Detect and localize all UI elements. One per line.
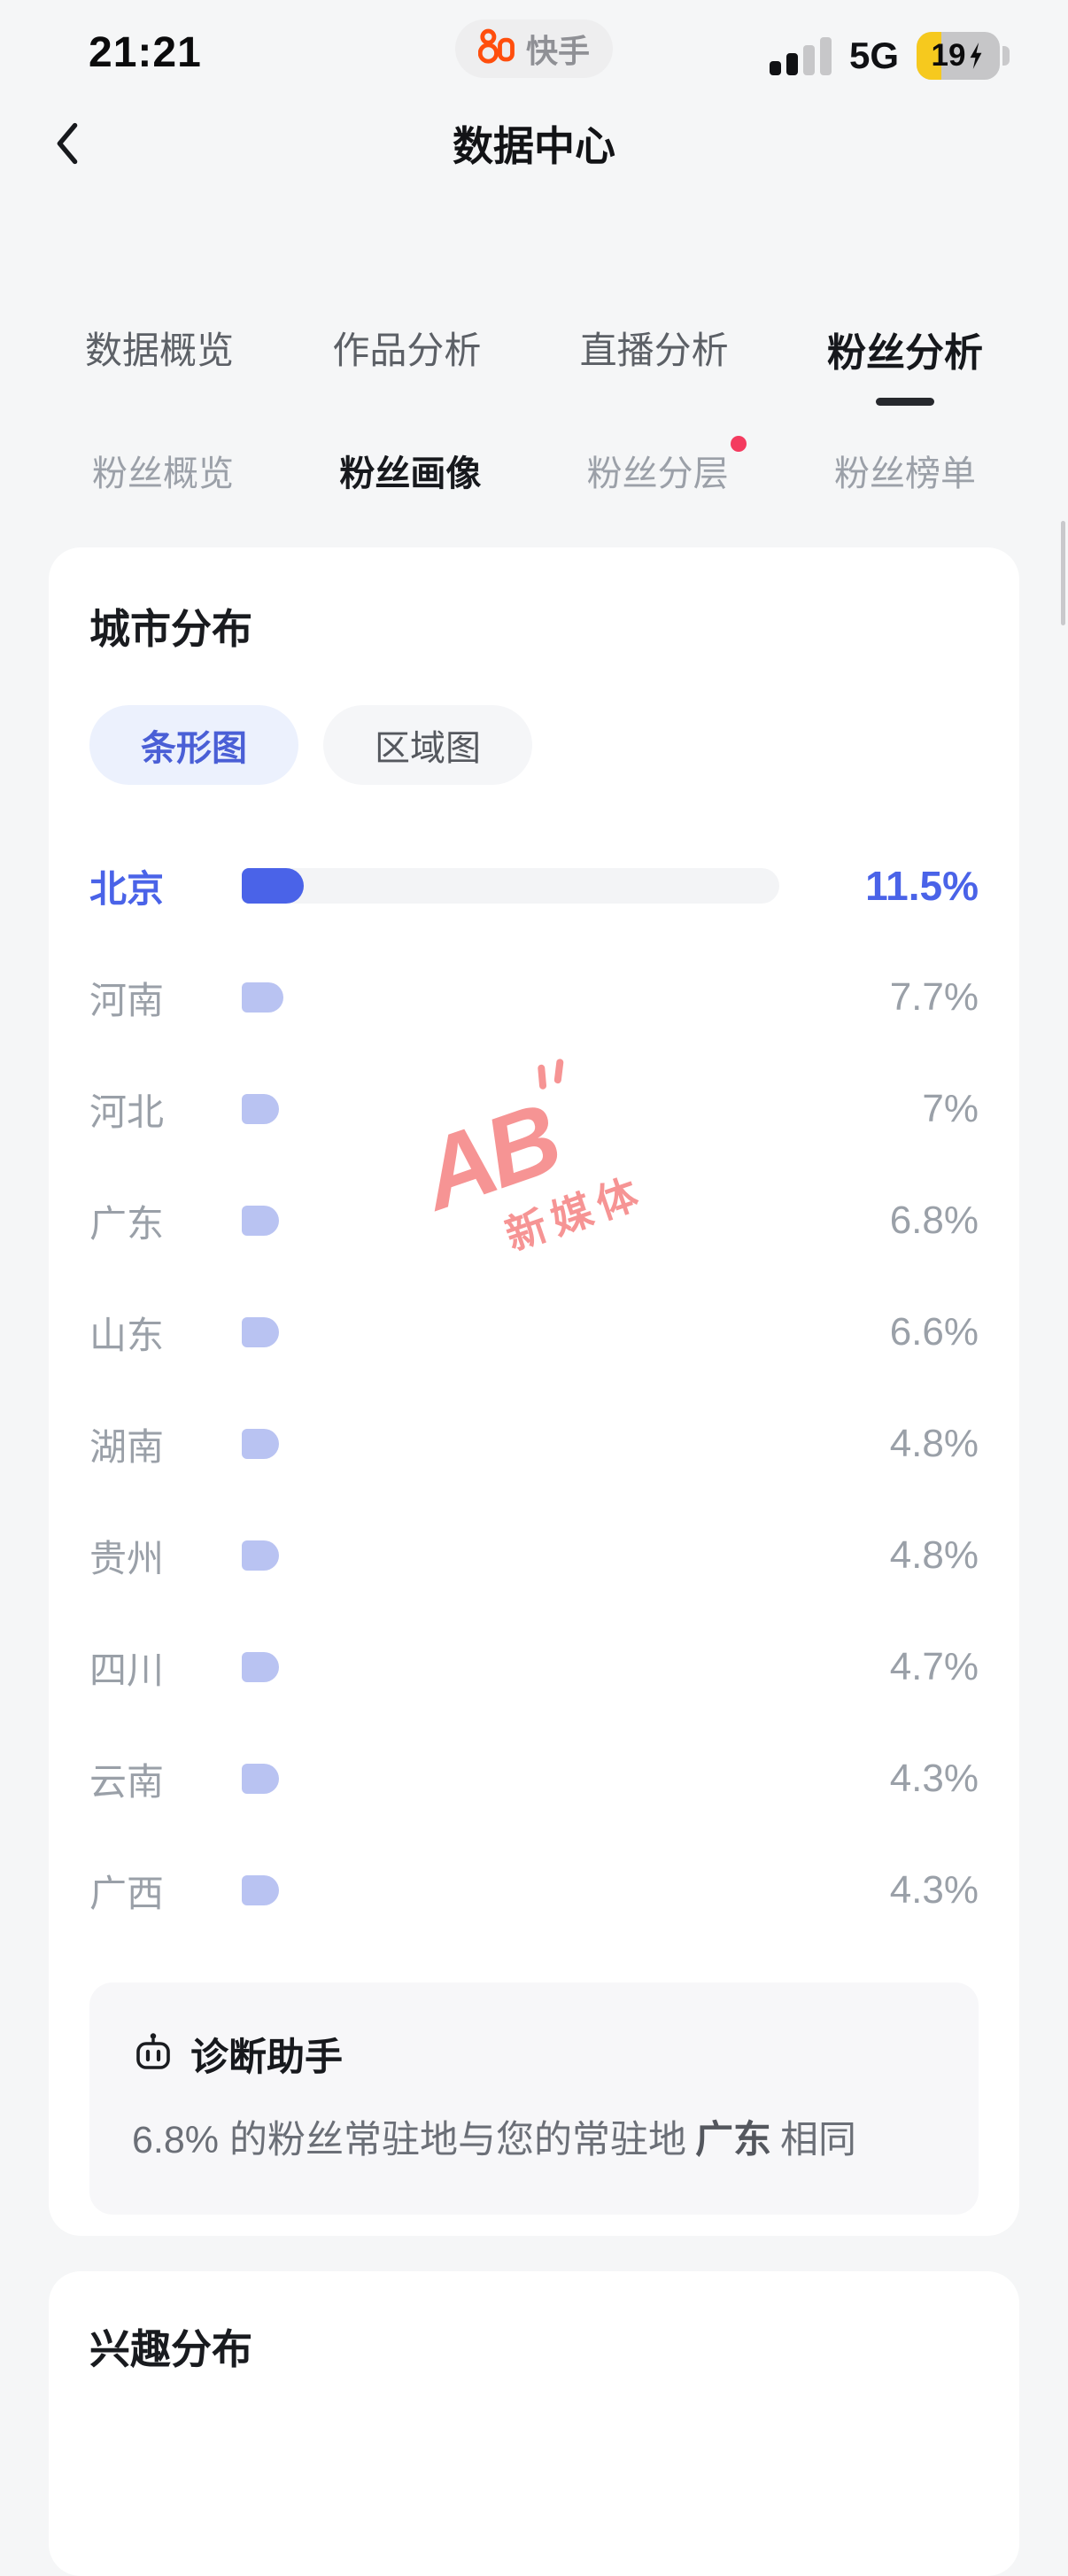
chart-row: 广东 6.8%: [89, 1199, 979, 1245]
main-tab[interactable]: 作品分析: [332, 330, 482, 371]
sub-tab[interactable]: 粉丝榜单: [833, 454, 976, 493]
bar-fill: [242, 1206, 280, 1236]
percent-value: 4.3%: [889, 1868, 979, 1912]
city-label: 云南: [89, 1760, 165, 1803]
city-label: 北京: [89, 867, 165, 910]
card-title: 城市分布: [89, 606, 252, 652]
city-label: 河北: [89, 1090, 165, 1133]
percent-value: 4.7%: [889, 1645, 979, 1688]
signal-strength-icon: [769, 36, 832, 75]
city-label: 四川: [89, 1649, 165, 1691]
percent-value: 4.3%: [889, 1757, 979, 1800]
bar-track: [242, 1649, 779, 1685]
percent-value: 6.8%: [889, 1199, 979, 1242]
nav-bar: 数据中心: [0, 99, 1068, 188]
chart-row: 河北 7%: [89, 1087, 979, 1133]
bar-track: [242, 1426, 779, 1462]
percent-value: 4.8%: [889, 1533, 979, 1577]
main-tab[interactable]: 粉丝分析: [827, 321, 983, 393]
chart-row: 四川 4.7%: [89, 1645, 979, 1691]
view-toggle-button[interactable]: 条形图: [89, 705, 298, 785]
sub-tab[interactable]: 粉丝分层: [587, 436, 747, 496]
robot-icon: [132, 2031, 174, 2078]
percent-value: 7%: [922, 1087, 979, 1130]
back-button[interactable]: [50, 119, 85, 168]
kuaishou-logo-icon: [477, 28, 515, 70]
bar-track: [242, 868, 779, 904]
card-title: 兴趣分布: [89, 2325, 252, 2372]
percent-value: 4.8%: [889, 1422, 979, 1465]
bar-track: [242, 980, 779, 1015]
chart-row: 山东 6.6%: [89, 1310, 979, 1356]
clock: 21:21: [89, 29, 202, 76]
sub-tab[interactable]: 粉丝概览: [92, 454, 234, 493]
chevron-left-icon: [57, 122, 78, 165]
charging-bolt-icon: [971, 43, 982, 69]
bar-track: [242, 1873, 779, 1908]
bar-fill: [242, 1875, 280, 1905]
chart-row: 湖南 4.8%: [89, 1422, 979, 1468]
percent-value: 6.6%: [889, 1310, 979, 1354]
chart-row: 河南 7.7%: [89, 975, 979, 1021]
scrollbar-thumb[interactable]: [1061, 521, 1065, 625]
app-badge-label: 快手: [525, 33, 591, 69]
app-badge-pill: 快手: [454, 19, 614, 78]
bar-fill: [242, 1317, 280, 1347]
bar-fill: [242, 1429, 280, 1459]
bar-fill: [242, 1094, 280, 1124]
city-label: 湖南: [89, 1425, 165, 1468]
bar-fill: [242, 1764, 280, 1794]
sub-tab[interactable]: 粉丝画像: [339, 454, 482, 493]
chart-row: 云南 4.3%: [89, 1757, 979, 1803]
view-toggle-button[interactable]: 区域图: [323, 705, 532, 785]
chart-view-toggle: 条形图 区域图: [89, 705, 979, 785]
battery-percent: 19: [931, 38, 966, 73]
bar-track: [242, 1538, 779, 1573]
battery-icon: 19: [917, 32, 1010, 80]
network-type: 5G: [848, 35, 899, 76]
percent-value: 7.7%: [889, 975, 979, 1019]
chart-row: 北京 11.5%: [89, 863, 979, 910]
diagnosis-highlight-city: 广东: [694, 2119, 771, 2161]
chart-row: 贵州 4.8%: [89, 1533, 979, 1579]
city-label: 贵州: [89, 1537, 165, 1579]
city-distribution-card: 城市分布 条形图 区域图 北京 11.5% 河南 7.7%: [49, 547, 1019, 2236]
city-label: 河南: [89, 979, 165, 1021]
bar-track: [242, 1091, 779, 1127]
city-label: 山东: [89, 1314, 165, 1356]
diagnosis-assistant-box: 诊断助手 6.8% 的粉丝常驻地与您的常驻地 广东 相同: [89, 1982, 979, 2215]
diagnosis-title: 诊断助手: [190, 2037, 343, 2079]
city-label: 广东: [89, 1202, 165, 1245]
bar-track: [242, 1315, 779, 1350]
bar-fill: [242, 982, 283, 1013]
bar-fill: [242, 1652, 280, 1682]
page-title: 数据中心: [453, 123, 615, 169]
bar-track: [242, 1203, 779, 1238]
city-bar-chart: 北京 11.5% 河南 7.7% 河北 7%: [89, 863, 979, 1914]
diagnosis-text: 6.8% 的粉丝常驻地与您的常驻地 广东 相同: [132, 2119, 856, 2161]
status-right-cluster: 5G 19: [769, 32, 1010, 80]
chart-row: 广西 4.3%: [89, 1868, 979, 1914]
bar-fill: [242, 1540, 280, 1571]
status-bar: 21:21 快手 5G 19: [0, 0, 1068, 99]
bar-fill: [242, 868, 304, 904]
interest-distribution-card: 兴趣分布: [49, 2270, 1019, 2576]
percent-value: 11.5%: [865, 863, 979, 909]
main-tab[interactable]: 直播分析: [579, 330, 729, 371]
sub-tab-bar: 粉丝概览 粉丝画像 粉丝分层 粉丝榜单: [0, 436, 1068, 496]
city-label: 广西: [89, 1872, 165, 1914]
main-tab[interactable]: 数据概览: [85, 330, 235, 371]
main-tab-bar: 数据概览 作品分析 直播分析 粉丝分析: [0, 321, 1068, 393]
bar-track: [242, 1761, 779, 1796]
